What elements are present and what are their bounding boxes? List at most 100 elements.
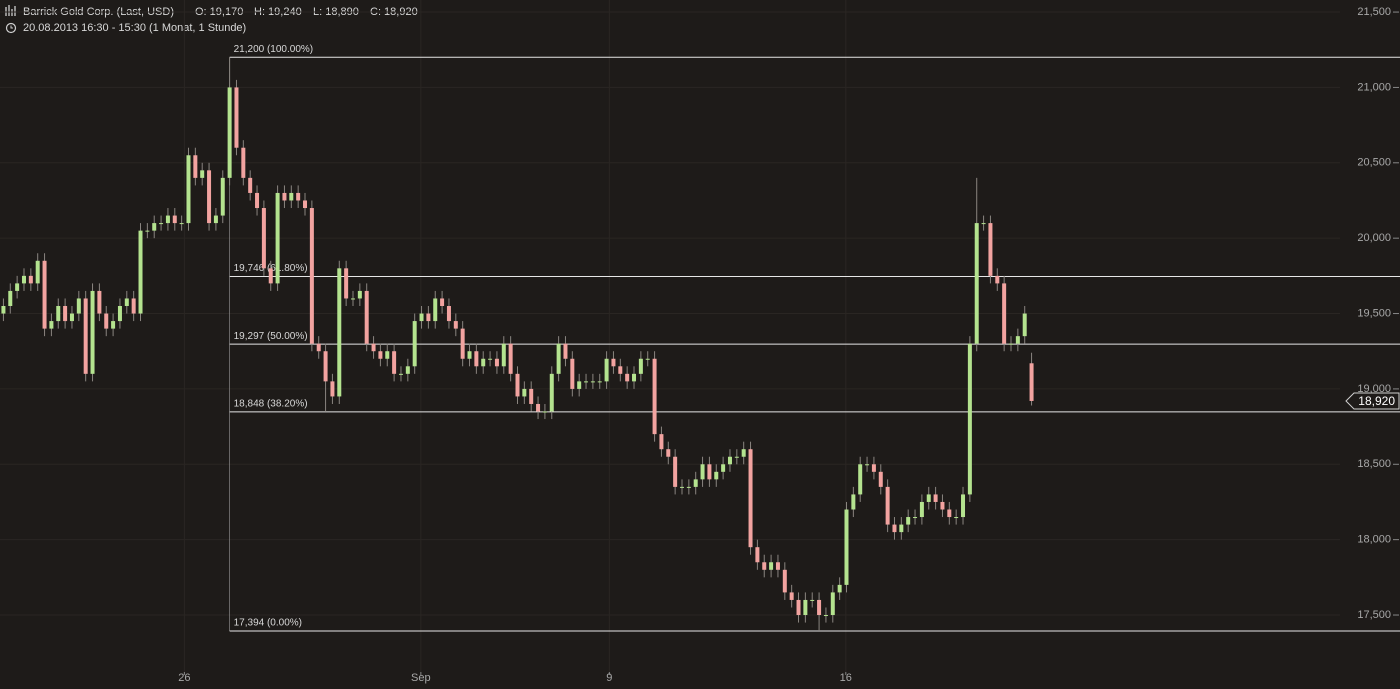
candle-body: [508, 343, 513, 374]
candle-body: [446, 306, 451, 322]
candle-body: [700, 464, 705, 480]
candle-body: [49, 321, 54, 329]
candle-body: [741, 449, 746, 457]
candle-body: [357, 290, 362, 299]
candle-body: [954, 517, 959, 519]
candle-body: [186, 155, 191, 224]
y-tick-label: 17,500: [1357, 609, 1391, 621]
candle-body: [913, 517, 918, 519]
candle-body: [727, 456, 732, 465]
candle-body: [207, 170, 212, 224]
candle-body: [762, 562, 767, 570]
candle-body: [858, 464, 863, 495]
candle-body: [467, 351, 472, 359]
candle-body: [871, 464, 876, 472]
candle-body: [35, 260, 40, 284]
candle-body: [796, 599, 801, 616]
candle-body: [988, 223, 993, 276]
candle-body: [378, 351, 383, 359]
candle-body: [844, 509, 849, 585]
candle-body: [323, 351, 328, 382]
candle-body: [1008, 343, 1013, 345]
candle-body: [673, 456, 678, 487]
period: 20.08.2013 16:30 - 15:30 (1 Monat, 1 Stu…: [23, 22, 246, 34]
candle-body: [892, 524, 897, 533]
y-tick-label: 19,000: [1357, 383, 1391, 395]
candle-body: [775, 562, 780, 570]
candle-body: [63, 306, 68, 322]
candle-body: [371, 343, 376, 352]
candle-body: [453, 321, 458, 329]
candle-body: [172, 215, 177, 224]
candle-body: [200, 170, 205, 178]
candle-body: [392, 351, 397, 374]
candle-body: [433, 298, 438, 322]
candle-body: [748, 449, 753, 548]
candle-body: [522, 388, 527, 397]
candle-body: [350, 298, 355, 300]
candle-body: [21, 275, 26, 284]
candle-body: [494, 358, 499, 367]
candle-body: [1002, 283, 1007, 344]
candle-body: [398, 373, 403, 375]
candle-body: [193, 155, 198, 178]
candle-body: [282, 192, 287, 201]
candle-body: [830, 592, 835, 616]
candle-body: [782, 569, 787, 593]
candle-body: [995, 275, 1000, 284]
candle-body: [789, 592, 794, 600]
candle-body: [974, 223, 979, 344]
candle-body: [90, 290, 95, 374]
candle-body: [584, 381, 589, 383]
candle-body: [618, 366, 623, 374]
candle-body: [344, 268, 349, 299]
candle-body: [755, 547, 760, 563]
candle-body: [679, 486, 684, 488]
candle-body: [261, 208, 266, 269]
candle-body: [734, 456, 739, 458]
fib-label: 18,848 (38.20%): [234, 398, 308, 409]
candle-body: [721, 464, 726, 472]
candle-body: [104, 313, 109, 329]
candle-body: [611, 358, 616, 367]
candle-body: [481, 358, 486, 367]
x-tick-label: 16: [840, 672, 852, 684]
candle-body: [865, 464, 870, 466]
candle-body: [165, 215, 170, 224]
candle-body: [803, 599, 808, 616]
candle-body: [529, 388, 534, 404]
candle-body: [385, 351, 390, 359]
candle-body: [1015, 336, 1020, 344]
candle-body: [981, 223, 986, 225]
candle-body: [42, 260, 47, 329]
candle-body: [364, 290, 369, 344]
candle-body: [289, 192, 294, 201]
candle-body: [707, 464, 712, 480]
candle-body: [769, 562, 774, 570]
candle-body: [419, 313, 424, 322]
fib-label: 19,297 (50.00%): [234, 331, 308, 342]
candle-body: [878, 471, 883, 487]
candle-body: [474, 351, 479, 367]
candle-body: [330, 381, 335, 397]
candle-body: [542, 411, 547, 413]
candle-body: [817, 599, 822, 616]
candle-body: [97, 290, 102, 314]
candle-body: [76, 298, 81, 314]
candle-body: [885, 486, 890, 525]
candle-body: [837, 584, 842, 593]
y-tick-label: 20,000: [1357, 232, 1391, 244]
candle-body: [117, 306, 122, 322]
y-tick-label: 20,500: [1357, 157, 1391, 169]
x-tick-label: 9: [606, 672, 612, 684]
candle-body: [693, 479, 698, 487]
candle-body: [227, 87, 232, 178]
last-price-label: 18,920: [1358, 394, 1395, 408]
candle-body: [714, 471, 719, 480]
candle-body: [933, 494, 938, 502]
candle-body: [940, 501, 945, 510]
candle-body: [645, 358, 650, 360]
candle-body: [131, 298, 136, 314]
candle-body: [296, 192, 301, 201]
candle-body: [83, 298, 88, 374]
